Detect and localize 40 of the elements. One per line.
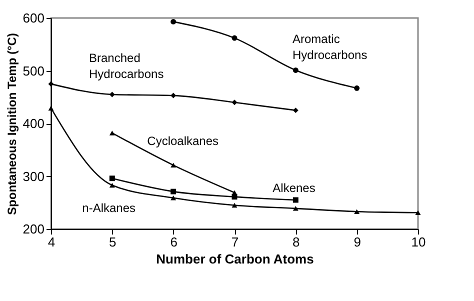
y-tick-label: 600 xyxy=(22,10,44,26)
point xyxy=(292,67,298,73)
point xyxy=(232,100,238,106)
series-label: Aromatic Hydrocarbons xyxy=(292,32,368,62)
point xyxy=(109,182,115,188)
point xyxy=(170,188,176,194)
point xyxy=(292,197,298,203)
series-label: n-Alkanes xyxy=(82,201,136,216)
series-label: Cycloalkanes xyxy=(147,134,219,148)
point xyxy=(232,35,238,41)
point xyxy=(354,85,360,91)
point xyxy=(48,106,54,111)
point xyxy=(48,81,54,87)
x-tick-label: 9 xyxy=(354,234,361,250)
x-tick-label: 7 xyxy=(231,234,239,250)
series-label: Alkenes xyxy=(272,180,316,195)
point xyxy=(170,18,176,24)
point xyxy=(292,108,298,114)
y-tick-label: 200 xyxy=(22,222,44,236)
point xyxy=(354,209,360,214)
x-tick-label: 8 xyxy=(292,234,300,250)
point xyxy=(232,202,238,208)
point xyxy=(232,194,238,200)
y-tick-label: 400 xyxy=(22,116,44,131)
x-tick-label: 10 xyxy=(411,234,426,250)
point xyxy=(170,196,176,200)
point xyxy=(109,176,115,182)
x-tick-label: 5 xyxy=(109,234,116,250)
point xyxy=(170,162,176,168)
y-tick-label: 300 xyxy=(22,168,44,184)
series-label: Branched Hydrocarbons xyxy=(89,50,164,81)
point xyxy=(109,130,115,136)
point xyxy=(109,92,115,98)
x-axis-title: Number of Carbon Atoms xyxy=(156,252,314,266)
point xyxy=(292,206,298,211)
point xyxy=(415,210,421,216)
x-tick-label: 6 xyxy=(170,234,178,250)
x-tick-label: 4 xyxy=(48,234,56,250)
y-axis-title: Spontaneous Ignition Temp (°C) xyxy=(4,33,19,215)
y-tick-label: 500 xyxy=(22,63,44,78)
